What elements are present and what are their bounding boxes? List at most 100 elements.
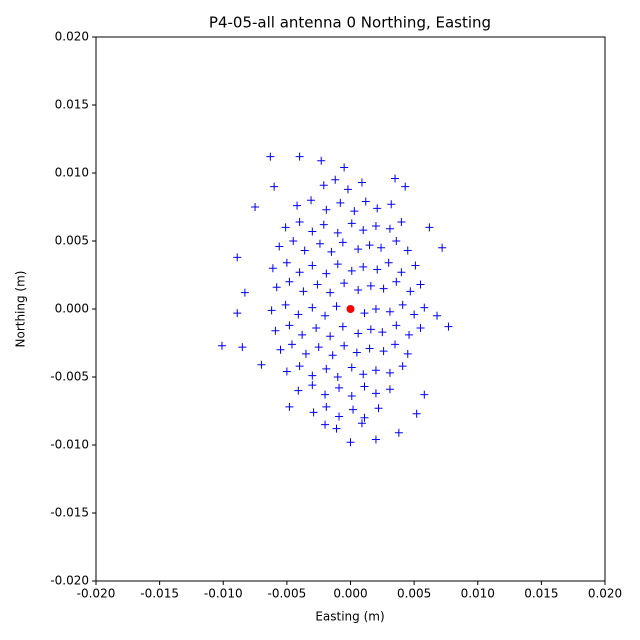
point [366,281,375,290]
point [359,370,368,379]
point [251,203,260,211]
point [333,260,342,269]
plot-frame [95,36,606,582]
point [335,412,344,421]
point [373,204,382,213]
point [308,227,317,236]
point [287,340,296,349]
point [240,288,249,297]
point [322,364,331,373]
point [319,181,328,190]
point [398,362,407,371]
point [392,277,401,286]
point [346,305,355,313]
point [326,332,335,341]
point [359,226,368,235]
point [385,307,394,316]
point [238,343,247,352]
point [331,175,340,184]
point [420,303,429,312]
point [281,300,290,309]
point [314,343,323,352]
point [285,277,294,286]
point [377,243,386,252]
point [365,344,374,353]
point [371,366,380,375]
point [295,362,304,371]
point [438,243,447,252]
point [391,174,400,183]
point [293,201,302,210]
point [365,241,374,250]
point [371,222,380,231]
point [350,207,359,216]
point [309,408,318,417]
point [333,228,342,237]
point [295,217,304,226]
y-tick-label: 0.020 [55,30,89,44]
point [301,349,310,358]
point [321,390,330,399]
point [267,306,276,315]
point [282,367,291,376]
point [347,363,356,372]
x-tick-label: 0.015 [524,587,558,601]
point [271,326,280,335]
y-tick-label: 0.015 [55,98,89,112]
point [217,341,226,350]
point [387,200,396,209]
point [340,279,349,288]
point [401,182,410,191]
y-tick-label: 0.000 [55,302,89,316]
point [328,351,337,360]
point [233,309,242,318]
point [294,386,303,395]
x-tick-label: -0.010 [204,587,243,601]
point [322,205,331,214]
point [321,311,330,320]
point [282,258,291,267]
point [322,269,331,278]
point [326,288,335,297]
y-tick-label: -0.020 [50,574,89,588]
point [308,261,317,270]
point [308,303,317,312]
y-tick-label: -0.015 [50,506,89,520]
point [322,402,331,411]
point [352,348,361,357]
point [298,330,307,339]
point [385,385,394,394]
point [357,178,366,187]
point [412,409,421,418]
point [294,310,303,319]
point [285,402,294,411]
y-tick-label: 0.005 [55,234,89,248]
point [315,239,324,248]
point [336,198,345,207]
x-tick-label: -0.005 [268,587,307,601]
y-tick-label: 0.010 [55,166,89,180]
point [392,321,401,330]
point [359,262,368,271]
point [391,340,400,349]
point [308,371,317,380]
point [379,347,388,356]
point [371,305,380,313]
y-axis-label: Northing (m) [14,271,28,348]
point [343,185,352,194]
x-tick-label: 0.020 [588,587,622,601]
point [357,419,366,428]
point [275,242,284,251]
point [313,280,322,289]
point [307,196,316,205]
chart-title: P4-05-all antenna 0 Northing, Easting [209,14,491,32]
point [354,285,363,294]
point [317,156,326,165]
point [266,152,275,161]
point [300,246,309,255]
point [397,217,406,226]
point [321,420,330,429]
x-tick-label: 0.010 [461,587,495,601]
point [295,268,304,277]
